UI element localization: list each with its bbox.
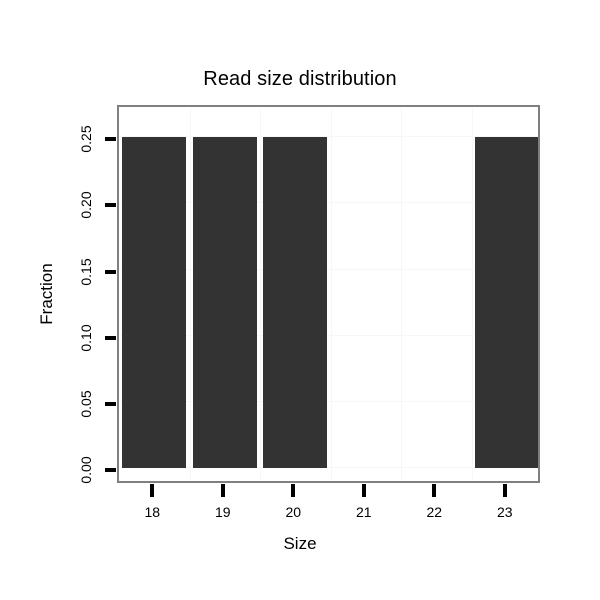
grid-line-horizontal	[119, 202, 538, 204]
x-tick-mark	[432, 484, 437, 497]
x-tick-label: 22	[426, 504, 443, 520]
x-tick-label: 23	[496, 504, 513, 520]
grid-line-vertical	[401, 107, 402, 481]
x-tick-mark	[291, 484, 296, 497]
y-tick-label: 0.00	[78, 456, 94, 484]
grid-line-vertical	[471, 107, 473, 481]
y-tick-label: 0.20	[78, 191, 94, 219]
x-tick-mark	[361, 484, 366, 497]
x-tick-label: 21	[355, 504, 372, 520]
y-axis-title-label: Fraction	[37, 263, 56, 325]
y-tick-mark	[105, 335, 116, 340]
grid-line-vertical	[260, 107, 261, 481]
chart-title: Read size distribution	[203, 68, 397, 90]
x-axis-title: Size	[283, 534, 317, 553]
y-tick-mark	[105, 203, 116, 208]
y-tick-mark	[105, 468, 116, 472]
x-tick-mark	[502, 484, 507, 497]
bar-series	[119, 107, 538, 481]
y-tick-label: 0.15	[78, 257, 94, 286]
y-tick-mark	[105, 401, 116, 406]
y-tick-label: 0.05	[78, 390, 94, 418]
grid-line-horizontal	[119, 467, 538, 468]
grid-line-horizontal	[119, 400, 538, 402]
x-tick-label: 19	[214, 504, 231, 520]
grid-line-horizontal	[119, 136, 538, 138]
y-tick-label: 0.25	[78, 125, 94, 153]
x-tick-label: 18	[144, 504, 161, 520]
bar-19	[192, 137, 257, 468]
plot-panel	[117, 105, 540, 483]
grid-line-vertical	[330, 107, 332, 481]
x-tick-mark	[150, 484, 155, 497]
grid-line-vertical	[189, 107, 191, 481]
bar-20	[263, 137, 328, 468]
grid-line-horizontal	[119, 334, 538, 336]
bar-23	[474, 137, 538, 468]
grid-line-horizontal	[119, 268, 538, 270]
grid-lines	[119, 107, 538, 481]
y-tick-mark	[105, 137, 116, 142]
y-tick-mark	[105, 269, 116, 274]
x-tick-label: 20	[285, 504, 302, 520]
x-tick-mark	[220, 484, 225, 497]
bar-18	[122, 137, 187, 468]
y-tick-label: 0.10	[78, 324, 94, 352]
